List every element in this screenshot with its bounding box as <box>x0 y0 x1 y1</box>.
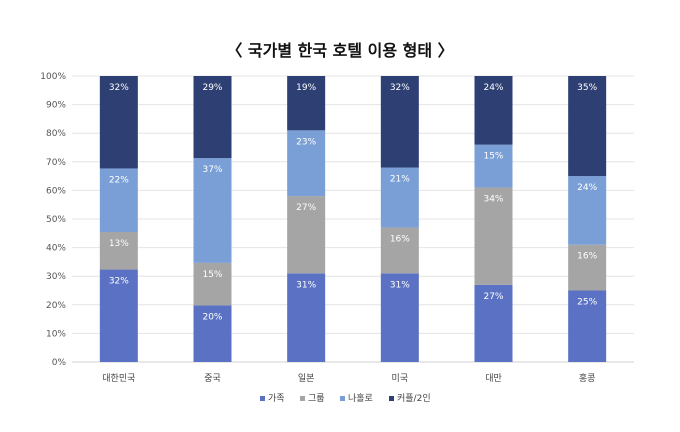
grid <box>72 75 634 363</box>
legend-swatch <box>389 396 394 401</box>
bar-segment <box>380 273 419 362</box>
y-tick-label: 20% <box>46 301 66 311</box>
bar-segment <box>287 76 326 131</box>
bar-segment <box>568 290 607 362</box>
x-tick-label: 대만 <box>485 373 502 384</box>
legend-swatch <box>300 396 305 401</box>
legend-label: 그룹 <box>308 393 325 404</box>
data-label: 32% <box>390 83 410 93</box>
y-tick-label: 30% <box>46 272 66 282</box>
x-tick-label: 대한민국 <box>102 373 135 384</box>
data-label: 20% <box>202 312 222 322</box>
x-axis-categories: 대한민국 중국 일본 미국 대만 홍콩 <box>102 372 595 384</box>
bar-segment <box>474 76 513 145</box>
data-label: 31% <box>390 280 410 290</box>
data-label: 37% <box>202 165 222 175</box>
y-tick-label: 0% <box>52 358 67 368</box>
legend-item: 커플/2인 <box>389 393 431 404</box>
data-label: 19% <box>296 83 316 93</box>
bars <box>99 76 607 362</box>
y-tick-label: 100% <box>40 72 66 82</box>
y-tick-label: 50% <box>46 215 66 225</box>
bar-segment <box>193 262 232 306</box>
data-label: 32% <box>109 277 129 287</box>
bar-segment <box>568 176 607 245</box>
data-label: 35% <box>577 83 597 93</box>
bar-segment <box>568 76 607 177</box>
data-label: 24% <box>577 183 597 193</box>
bar-segment <box>99 269 138 362</box>
data-label: 13% <box>109 239 129 249</box>
data-label: 27% <box>483 292 503 302</box>
y-tick-label: 60% <box>46 186 66 196</box>
y-tick-label: 10% <box>46 329 66 339</box>
bar-segment <box>474 284 513 362</box>
chart-title: 〈 국가별 한국 호텔 이용 형태 〉 <box>226 41 453 60</box>
legend-swatch <box>260 396 265 401</box>
data-label: 23% <box>296 137 316 147</box>
y-tick-label: 90% <box>46 101 66 111</box>
x-tick-label: 일본 <box>298 373 315 384</box>
bar-segment <box>287 196 326 274</box>
data-label: 15% <box>202 270 222 280</box>
legend-label: 커플/2인 <box>397 393 431 404</box>
bar-segment <box>193 76 232 159</box>
data-label: 22% <box>109 175 129 185</box>
bar-segment <box>380 227 419 274</box>
bar-segment <box>287 130 326 197</box>
data-label: 32% <box>109 83 129 93</box>
y-tick-label: 40% <box>46 244 66 254</box>
y-axis-ticks: 0% 10% 20% 30% 40% 50% 60% 70% 80% 90% 100% <box>40 72 66 368</box>
data-label: 24% <box>483 83 503 93</box>
legend-swatch <box>340 396 345 401</box>
x-tick-label: 홍콩 <box>579 372 596 384</box>
data-label: 16% <box>577 252 597 262</box>
bar-segment <box>568 244 607 291</box>
bar-segment <box>474 187 513 285</box>
y-tick-label: 80% <box>46 129 66 139</box>
data-label: 29% <box>202 83 222 93</box>
legend-item: 가족 <box>260 393 285 404</box>
legend-item: 그룹 <box>300 393 325 404</box>
bar-segment <box>99 76 138 169</box>
bar-segment <box>99 168 138 232</box>
bar-segment <box>193 305 232 362</box>
data-label: 16% <box>390 235 410 245</box>
data-label: 15% <box>483 152 503 162</box>
data-label: 34% <box>483 195 503 205</box>
data-label: 31% <box>296 280 316 290</box>
data-label: 27% <box>296 203 316 213</box>
bar-segment <box>474 144 513 188</box>
x-tick-label: 미국 <box>392 373 409 384</box>
data-labels: 32% 13% 22% 32% 20% 15% 37% 29% 31% 27% 23% 19% 31% 1… <box>109 83 598 322</box>
bar-segment <box>380 167 419 228</box>
legend-label: 가족 <box>268 393 285 404</box>
legend: 가족 그룹 나홀로 커플/2인 <box>260 392 431 404</box>
bar-segment <box>380 76 419 168</box>
legend-item: 나홀로 <box>340 392 373 404</box>
y-tick-label: 70% <box>46 158 66 168</box>
x-tick-label: 중국 <box>204 373 221 384</box>
data-label: 21% <box>390 175 410 185</box>
data-label: 25% <box>577 298 597 308</box>
bar-segment <box>193 158 232 263</box>
legend-label: 나홀로 <box>348 392 373 404</box>
bar-segment <box>99 232 138 270</box>
bar-segment <box>287 273 326 362</box>
